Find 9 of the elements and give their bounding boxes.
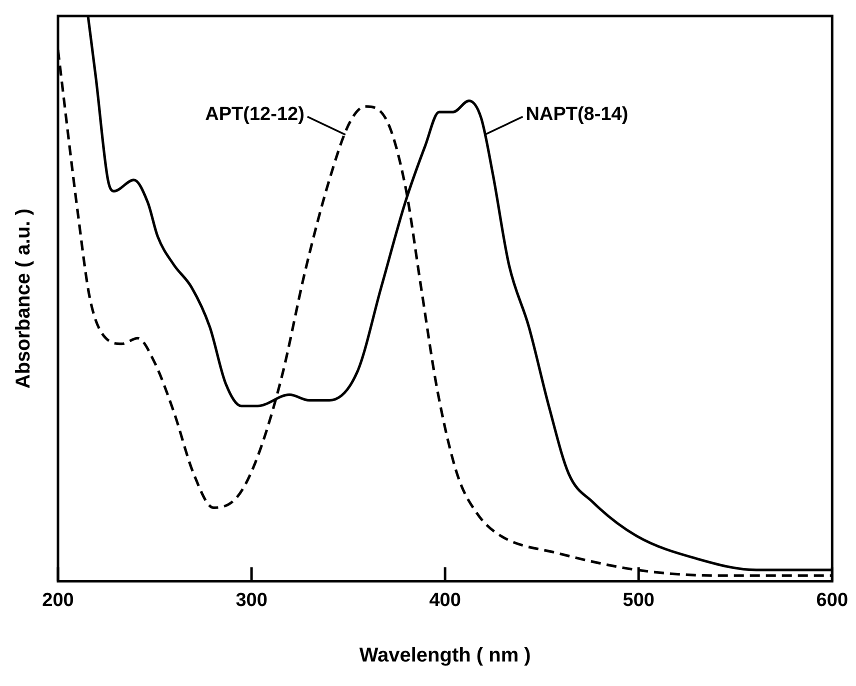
x-tick-label: 400 bbox=[429, 590, 461, 611]
x-tick-label: 200 bbox=[42, 590, 74, 611]
x-tick-label: 300 bbox=[236, 590, 268, 611]
annotation: APT(12-12) bbox=[205, 104, 304, 125]
annotation: NAPT(8-14) bbox=[526, 104, 628, 125]
x-tick-label: 600 bbox=[816, 590, 848, 611]
x-axis-title: Wavelength ( nm ) bbox=[359, 644, 531, 667]
x-tick-label: 500 bbox=[622, 590, 654, 611]
y-axis-title: Absorbance ( a.u. ) bbox=[12, 208, 35, 389]
